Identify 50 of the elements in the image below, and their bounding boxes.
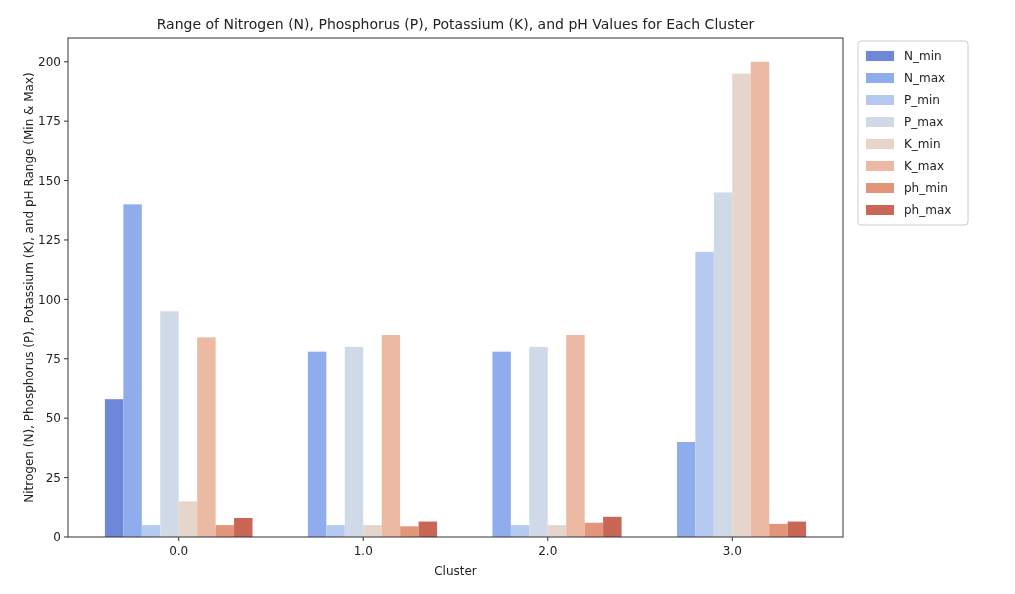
bar — [750, 61, 770, 537]
bar — [732, 73, 751, 537]
bar — [713, 192, 733, 537]
y-tick-label: 125 — [38, 233, 61, 248]
bar — [529, 346, 548, 537]
bar — [178, 501, 198, 537]
y-tick-label: 75 — [45, 351, 61, 366]
bar — [123, 204, 142, 537]
legend-label: K_max — [904, 159, 945, 174]
bar — [676, 441, 696, 537]
bar — [197, 337, 216, 537]
bar — [234, 517, 253, 537]
y-tick-label: 25 — [45, 470, 61, 485]
bar — [603, 516, 622, 537]
legend-label: ph_min — [904, 181, 948, 196]
legend-label: P_min — [904, 93, 940, 108]
bar — [695, 251, 714, 537]
x-axis-title: Cluster — [434, 564, 477, 578]
x-tick-label: 2.0 — [538, 544, 558, 558]
y-tick-label: 0 — [53, 530, 61, 545]
bar — [381, 335, 401, 537]
chart-title: Range of Nitrogen (N), Phosphorus (P), Potassium (K), and pH Values for Each Cluster — [156, 16, 755, 32]
bar — [400, 526, 419, 537]
y-tick-label: 150 — [38, 173, 61, 188]
bar — [344, 346, 364, 537]
y-tick-label: 50 — [45, 411, 61, 426]
bar — [160, 311, 179, 537]
legend-label: N_max — [904, 71, 946, 86]
y-axis-title: Nitrogen (N), Phosphorus (P), Potassium (K), and pH Range (Min & Max) — [22, 72, 36, 503]
bar — [141, 525, 161, 537]
legend-label: N_min — [904, 49, 942, 64]
legend-label: K_min — [904, 137, 941, 152]
y-tick-label: 175 — [38, 114, 61, 129]
legend-label: ph_max — [904, 203, 952, 218]
bar — [566, 335, 585, 537]
y-tick-label: 100 — [38, 292, 61, 307]
bar — [510, 525, 530, 537]
y-tick-label: 200 — [38, 54, 61, 69]
x-tick-label: 3.0 — [722, 544, 742, 558]
bar — [492, 351, 511, 537]
bar — [363, 525, 382, 537]
bar — [104, 399, 124, 537]
bar — [307, 351, 327, 537]
bar — [547, 525, 567, 537]
x-tick-label: 0.0 — [169, 544, 189, 558]
legend-label: P_max — [904, 115, 944, 130]
x-tick-label: 1.0 — [353, 544, 373, 558]
bar — [769, 523, 788, 537]
bar — [215, 525, 235, 537]
bar — [326, 525, 345, 537]
